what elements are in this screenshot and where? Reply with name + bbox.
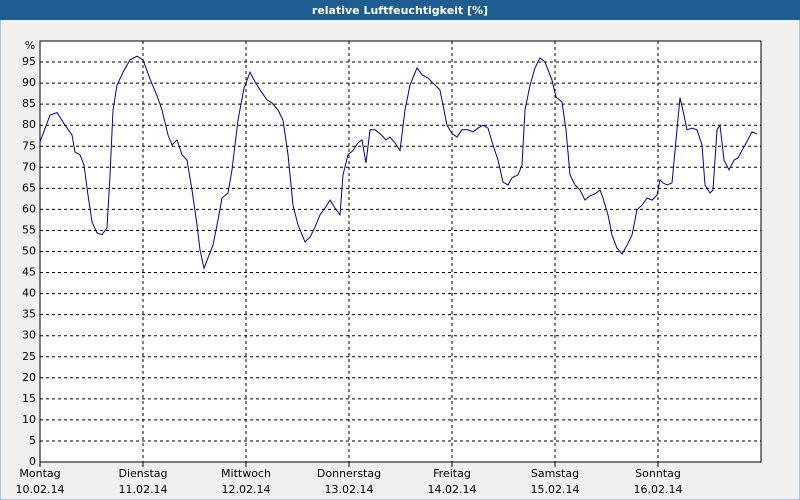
y-tick-label: 30 [22,329,36,342]
y-tick-label: 5 [29,434,36,447]
y-tick-label: 65 [22,181,36,194]
y-tick-label: 0 [29,455,36,468]
y-tick-label: 25 [22,350,36,363]
y-tick-label: 40 [22,287,36,300]
y-tick-label: 50 [22,245,36,258]
y-tick-label: 60 [22,202,36,215]
x-tick-date: 12.02.14 [222,483,271,496]
line [39,55,758,271]
x-tick-label: Dienstag [118,467,167,480]
x-tick-label: Samstag [531,467,579,480]
y-tick-label: 80 [22,118,36,131]
y-axis-label: % [25,39,35,52]
y-tick-label: 55 [22,223,36,236]
x-tick-label: Freitag [433,467,471,480]
x-tick-date: 10.02.14 [16,483,65,496]
y-tick-label: 10 [22,413,36,426]
x-tick-date: 16.02.14 [634,483,683,496]
x-tick-label: Mittwoch [221,467,271,480]
y-tick-label: 85 [22,97,36,110]
x-tick-label: Donnerstag [317,467,381,480]
x-tick-label: Montag [19,467,60,480]
y-tick-label: 95 [22,55,36,68]
x-tick-label: Sonntag [635,467,681,480]
x-tick-date: 13.02.14 [325,483,374,496]
x-tick-date: 14.02.14 [428,483,477,496]
y-tick-label: 45 [22,266,36,279]
y-tick-label: 15 [22,392,36,405]
y-tick-label: 20 [22,371,36,384]
y-tick-label: 90 [22,76,36,89]
x-tick-date: 11.02.14 [119,483,168,496]
y-tick-label: 70 [22,160,36,173]
title-bar [0,0,800,20]
x-tick-date: 15.02.14 [531,483,580,496]
y-tick-label: 35 [22,308,36,321]
y-tick-label: 75 [22,139,36,152]
chart-title: relative Luftfeuchtigkeit [%] [312,4,488,17]
